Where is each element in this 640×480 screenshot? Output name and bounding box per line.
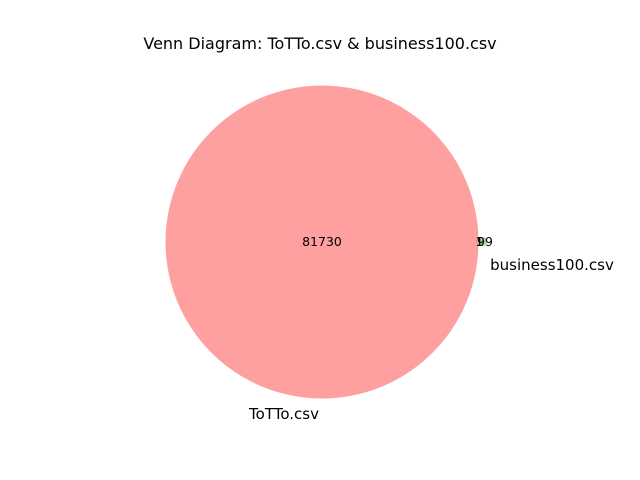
set-label-a: ToTTo.csv <box>248 405 319 423</box>
venn-overlap-region <box>476 237 479 246</box>
region-count-a-and-b: 1 <box>476 234 484 249</box>
venn-circle-b <box>477 236 488 247</box>
region-count-b-only: 99 <box>477 234 493 249</box>
set-label-b: business100.csv <box>490 256 614 274</box>
region-count-a-only: 81730 <box>302 234 342 249</box>
venn-circle-a <box>165 85 479 399</box>
diagram-title: Venn Diagram: ToTTo.csv & business100.cs… <box>143 34 496 53</box>
